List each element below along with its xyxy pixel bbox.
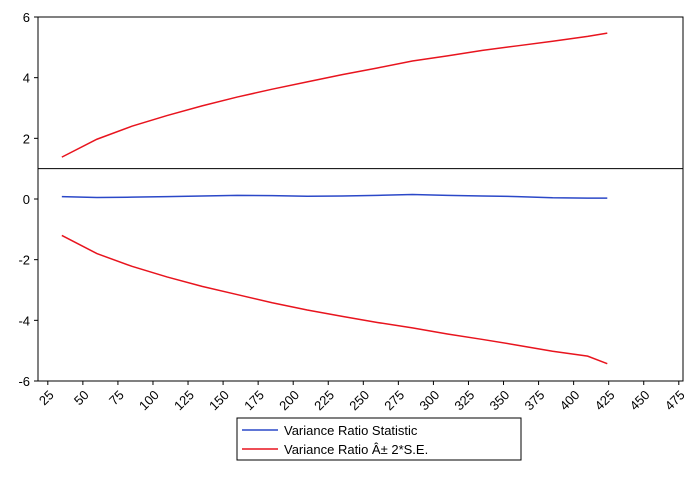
- legend-label: Variance Ratio Â± 2*S.E.: [284, 442, 428, 457]
- y-tick-label: -2: [18, 253, 30, 268]
- y-tick-label: 4: [23, 71, 30, 86]
- x-tick-label: 75: [106, 387, 127, 408]
- x-tick-label: 50: [71, 387, 92, 408]
- x-tick-label: 100: [136, 387, 162, 413]
- x-tick-label: 225: [311, 387, 337, 413]
- x-tick-label: 325: [451, 387, 477, 413]
- x-tick-label: 275: [381, 387, 407, 413]
- y-tick-label: -4: [18, 313, 30, 328]
- y-tick-label: 6: [23, 10, 30, 25]
- x-tick-label: 400: [557, 387, 583, 413]
- legend-box: [236, 417, 522, 461]
- x-tick-label: 150: [206, 387, 232, 413]
- x-tick-label: 375: [522, 387, 548, 413]
- x-tick-label: 125: [171, 387, 197, 413]
- data-line: [61, 234, 608, 365]
- x-tick-label: 350: [486, 387, 512, 413]
- data-line: [61, 193, 608, 199]
- x-tick-label: 250: [346, 387, 372, 413]
- x-tick-label: 175: [241, 387, 267, 413]
- x-tick-label: 450: [627, 387, 653, 413]
- y-tick-label: 0: [23, 192, 30, 207]
- x-tick-label: 425: [592, 387, 618, 413]
- data-line: [61, 32, 608, 158]
- x-tick-label: 200: [276, 387, 302, 413]
- x-tick-label: 475: [662, 387, 684, 413]
- y-tick-label: -6: [18, 374, 30, 389]
- x-tick-label: 25: [36, 387, 57, 408]
- y-tick-label: 2: [23, 131, 30, 146]
- legend-label: Variance Ratio Statistic: [284, 423, 418, 438]
- x-tick-label: 300: [416, 387, 442, 413]
